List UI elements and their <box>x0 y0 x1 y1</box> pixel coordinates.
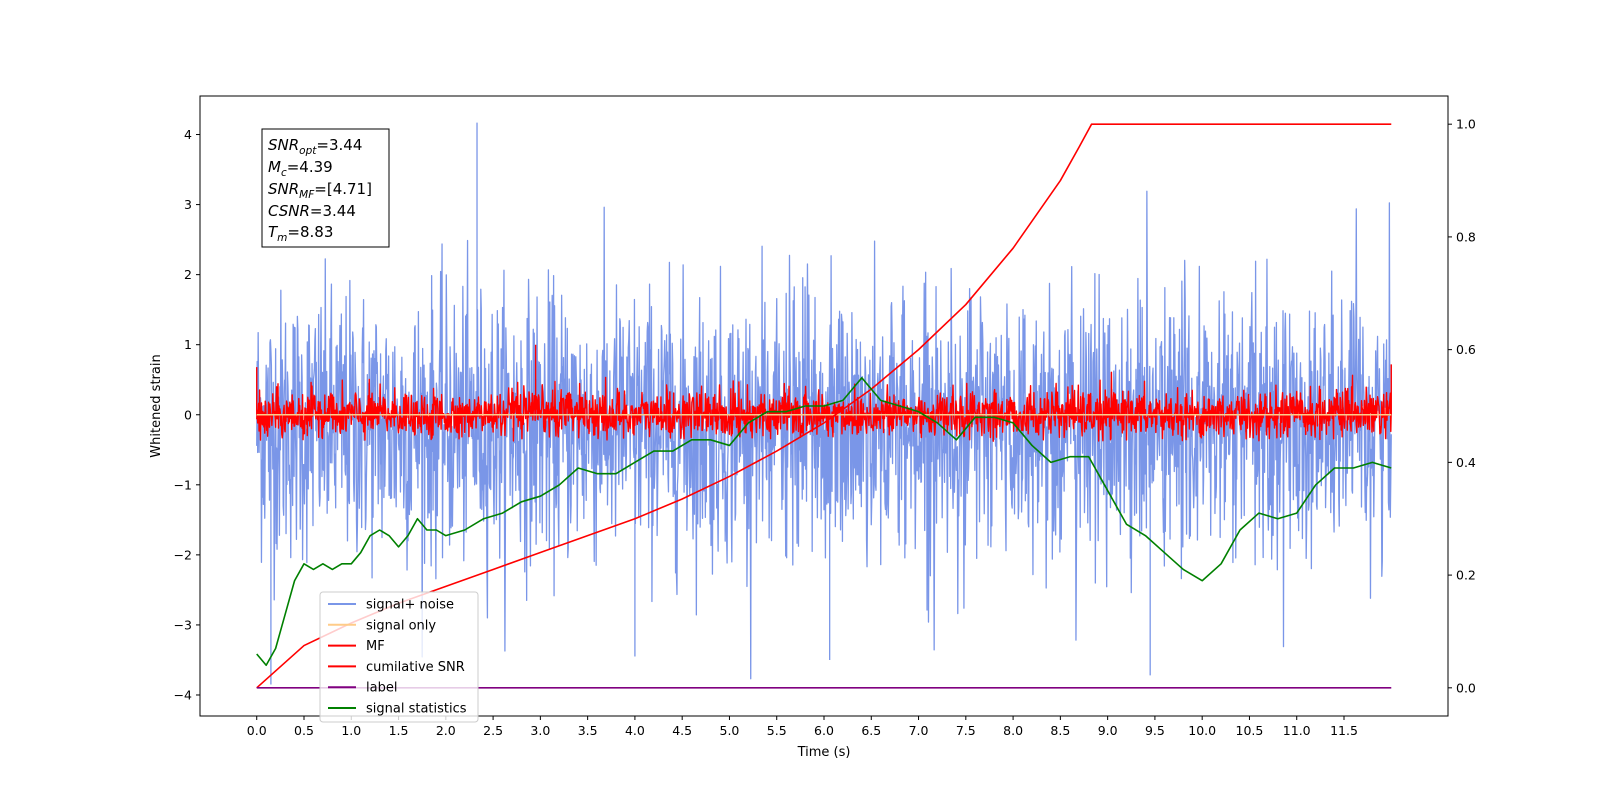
y2-tick-label: 0.0 <box>1456 680 1476 695</box>
legend-entry-label: signal statistics <box>366 702 467 717</box>
x-tick-label: 10.0 <box>1188 723 1216 738</box>
y2-tick-label: 0.2 <box>1456 568 1476 583</box>
annotation-line-snr-opt: SNRopt=3.44 <box>268 136 362 157</box>
y-tick-label: −2 <box>174 547 192 562</box>
series-line-signal-noise <box>256 122 1392 685</box>
series-line-mf <box>256 344 1392 442</box>
x-tick-label: 11.0 <box>1283 723 1311 738</box>
y-tick-label: −1 <box>174 477 192 492</box>
y-axis-left: −4 −3 −2 −1 0 1 2 3 4 <box>174 127 200 702</box>
x-axis: 0.0 0.5 1.0 1.5 2.0 2.5 3.0 3.5 4.0 4.5 5.0 5.5 6.0 6… <box>247 716 1358 738</box>
legend-frame <box>319 591 479 723</box>
x-tick-label: 2.5 <box>483 723 503 738</box>
x-tick-label: 4.5 <box>672 723 692 738</box>
x-tick-label: 8.5 <box>1050 723 1070 738</box>
x-tick-label: 7.5 <box>956 723 976 738</box>
y-tick-label: 4 <box>184 127 192 142</box>
y-tick-label: 0 <box>184 407 192 422</box>
x-tick-label: 1.5 <box>389 723 409 738</box>
x-tick-label: 6.0 <box>814 723 834 738</box>
legend-entry-label: label <box>366 681 397 696</box>
x-tick-label: 2.0 <box>436 723 456 738</box>
legend-entry-label: cumilative SNR <box>366 660 465 675</box>
annotation-frame <box>261 128 390 248</box>
annotation-line-tm: Tm=8.83 <box>268 223 333 244</box>
annotation-box: SNRopt=3.44 Mc=4.39 SNRMF=[4.71] CSNR=3.… <box>261 128 390 248</box>
x-tick-label: 1.0 <box>341 723 361 738</box>
legend-entry-label: signal+ noise <box>366 598 454 613</box>
x-axis-label: Time (s) <box>797 745 851 760</box>
x-tick-label: 6.5 <box>861 723 881 738</box>
x-tick-label: 0.0 <box>247 723 267 738</box>
x-tick-label: 4.0 <box>625 723 645 738</box>
y2-tick-label: 0.8 <box>1456 229 1476 244</box>
series-line-signal-statistics <box>256 377 1392 667</box>
annotation-line-mc: Mc=4.39 <box>268 158 333 179</box>
x-tick-label: 3.0 <box>530 723 550 738</box>
x-tick-label: 5.5 <box>767 723 787 738</box>
x-tick-label: 9.0 <box>1098 723 1118 738</box>
y-tick-label: 2 <box>184 267 192 282</box>
annotation-line-csnr: CSNR=3.44 <box>268 202 356 220</box>
x-tick-label: 8.0 <box>1003 723 1023 738</box>
y-axis-label: Whitened strain <box>149 354 164 457</box>
y-axis-right: 0.0 0.2 0.4 0.6 0.8 1.0 <box>1448 117 1476 695</box>
legend: signal+ noise signal only MF cumilative SNR… <box>319 591 479 723</box>
y2-tick-label: 1.0 <box>1456 117 1476 132</box>
x-tick-label: 0.5 <box>294 723 314 738</box>
y2-tick-label: 0.6 <box>1456 342 1476 357</box>
legend-entry-label: signal only <box>366 618 436 633</box>
x-tick-label: 10.5 <box>1236 723 1264 738</box>
y-tick-label: 1 <box>184 337 192 352</box>
x-tick-label: 9.5 <box>1145 723 1165 738</box>
y-tick-label: −3 <box>174 617 192 632</box>
annotation-line-snr-mf: SNRMF=[4.71] <box>268 180 372 201</box>
x-tick-label: 7.0 <box>909 723 929 738</box>
x-tick-label: 5.0 <box>720 723 740 738</box>
y2-tick-label: 0.4 <box>1456 455 1476 470</box>
x-tick-label: 11.5 <box>1330 723 1358 738</box>
x-tick-label: 3.5 <box>578 723 598 738</box>
y-tick-label: 3 <box>184 197 192 212</box>
y-tick-label: −4 <box>174 687 192 702</box>
legend-entry-label: MF <box>366 639 385 654</box>
